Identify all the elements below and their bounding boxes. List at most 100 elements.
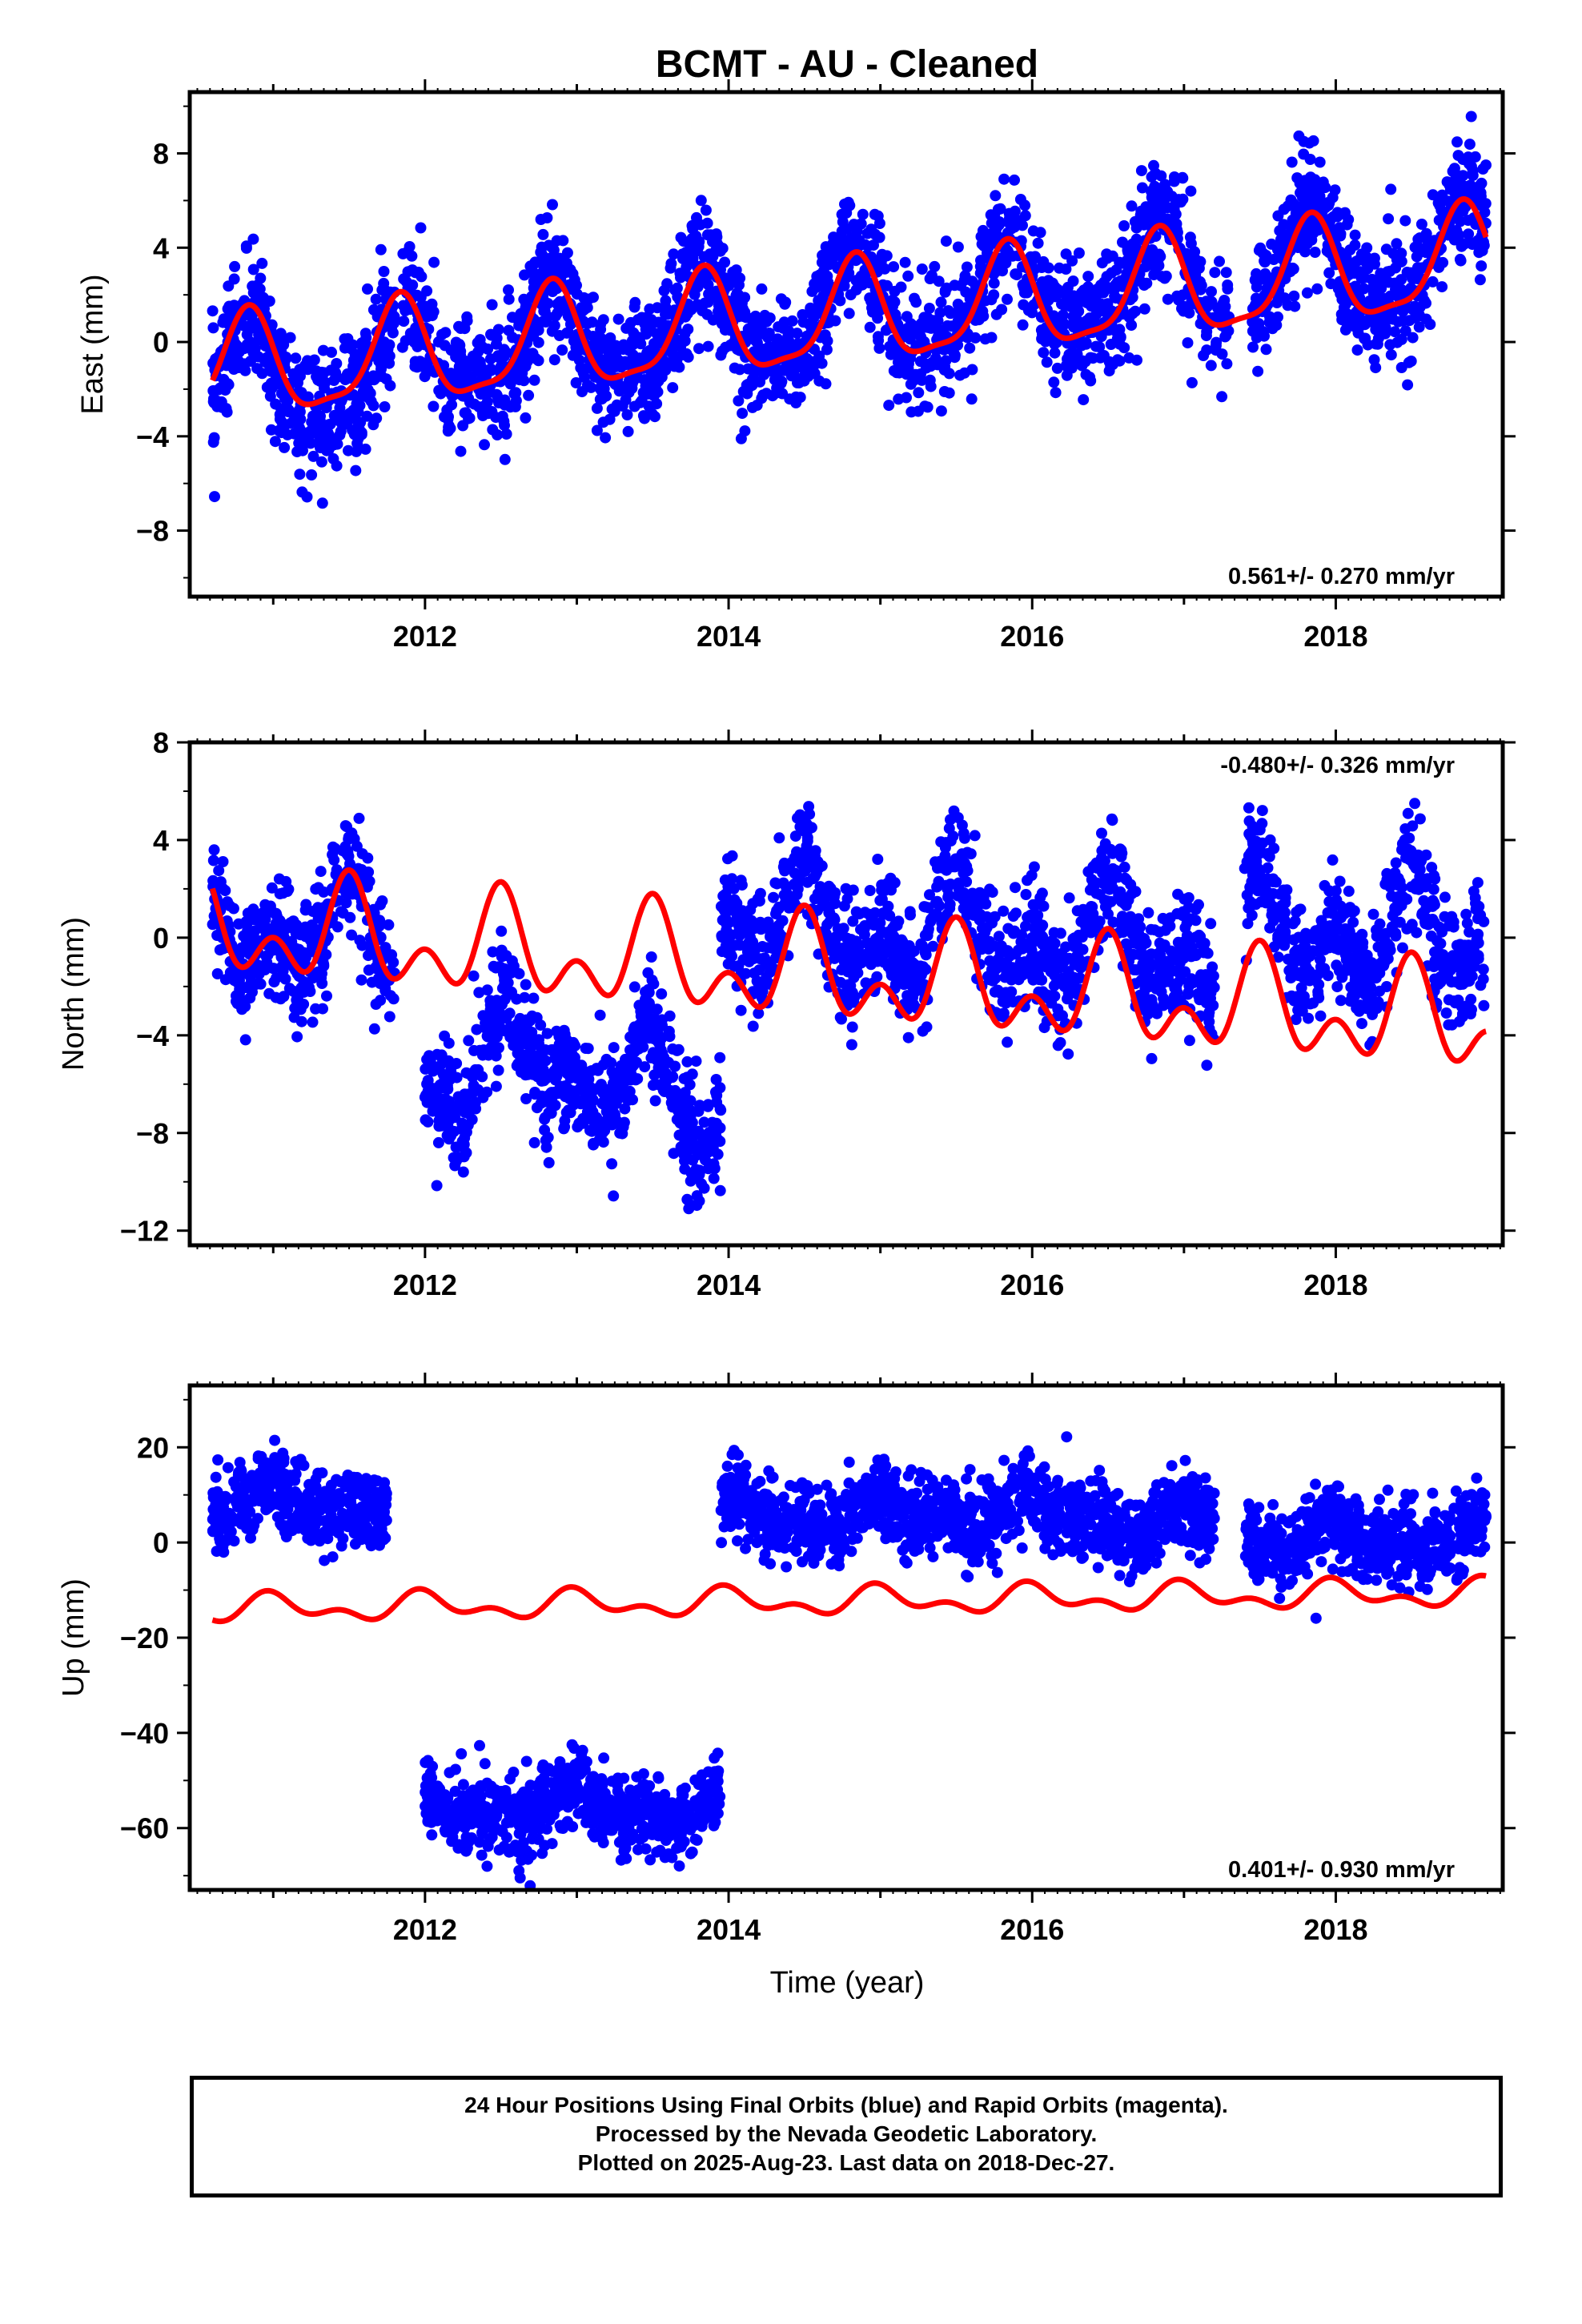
data-point	[993, 219, 1005, 231]
data-point	[634, 396, 646, 408]
data-point	[581, 1096, 593, 1108]
data-point	[901, 311, 913, 323]
data-point	[952, 241, 964, 253]
data-point	[845, 289, 857, 301]
data-point	[1130, 305, 1141, 317]
data-point	[354, 400, 366, 412]
data-point	[241, 309, 253, 321]
data-point	[383, 320, 396, 332]
data-point	[1351, 344, 1363, 356]
data-point	[331, 460, 343, 472]
data-point	[229, 260, 241, 272]
data-point	[1162, 293, 1174, 305]
data-point	[315, 866, 327, 878]
data-point	[905, 406, 917, 418]
data-point	[1391, 238, 1403, 250]
data-point	[362, 283, 373, 295]
data-point	[387, 993, 400, 1005]
data-point	[1062, 1048, 1074, 1060]
data-point	[474, 356, 486, 368]
data-point	[949, 349, 961, 361]
data-point	[284, 332, 296, 344]
data-point	[571, 1058, 583, 1070]
data-point	[835, 976, 846, 988]
data-point	[1427, 275, 1439, 287]
data-point	[581, 318, 593, 330]
data-point	[715, 1104, 727, 1116]
data-point	[1002, 227, 1014, 239]
data-point	[1474, 179, 1486, 191]
data-point	[1171, 227, 1183, 239]
data-point	[345, 343, 357, 355]
data-point	[428, 400, 440, 412]
data-point	[1118, 220, 1130, 231]
data-point	[1464, 139, 1476, 151]
data-point	[1397, 315, 1408, 327]
data-point	[656, 371, 668, 383]
data-point	[746, 380, 758, 392]
data-point	[620, 394, 632, 406]
data-point	[929, 260, 941, 272]
data-point	[646, 408, 658, 420]
data-point	[930, 908, 942, 920]
data-point	[259, 303, 270, 315]
data-point	[383, 1011, 396, 1023]
data-point	[245, 356, 256, 367]
data-point	[454, 1092, 466, 1104]
data-point	[378, 277, 390, 289]
data-point	[207, 919, 219, 931]
data-point	[462, 1120, 474, 1131]
data-point	[435, 388, 447, 400]
data-point	[954, 369, 966, 381]
data-point	[782, 331, 794, 342]
data-point	[1453, 229, 1465, 241]
data-point	[580, 1043, 592, 1054]
data-point	[1384, 265, 1395, 277]
data-point	[1278, 203, 1290, 215]
data-point	[1389, 288, 1401, 300]
data-point	[1387, 247, 1399, 259]
data-point	[924, 889, 935, 901]
data-point	[617, 1121, 629, 1133]
data-point	[899, 256, 911, 268]
data-point	[383, 357, 396, 369]
data-point	[910, 296, 922, 308]
data-point	[536, 248, 548, 260]
data-point	[601, 358, 613, 370]
data-point	[681, 1055, 693, 1068]
data-point	[1415, 219, 1427, 230]
data-point	[359, 443, 371, 455]
data-point	[872, 854, 884, 865]
data-point	[939, 360, 951, 372]
data-point	[307, 450, 319, 462]
data-point	[271, 972, 283, 984]
data-point	[322, 443, 334, 455]
data-point	[1406, 272, 1418, 284]
data-point	[1078, 394, 1090, 406]
data-point	[604, 413, 616, 425]
data-point	[562, 1083, 574, 1095]
data-point	[639, 1061, 651, 1073]
data-point	[1067, 290, 1079, 302]
data-point	[400, 305, 412, 316]
data-point	[209, 491, 220, 503]
data-point	[660, 308, 671, 320]
data-point	[675, 349, 687, 361]
data-point	[1122, 247, 1134, 259]
data-point	[591, 424, 603, 436]
data-point	[1002, 293, 1013, 305]
data-point	[577, 1112, 589, 1124]
data-point	[708, 1158, 720, 1170]
data-point	[664, 1031, 676, 1043]
data-point	[370, 963, 381, 975]
data-point	[463, 1035, 475, 1047]
data-point	[1182, 337, 1194, 349]
data-point	[1344, 244, 1356, 256]
data-point	[247, 979, 259, 991]
data-point	[1403, 356, 1415, 368]
data-point	[615, 361, 627, 373]
data-point	[1062, 281, 1074, 293]
data-point	[665, 258, 677, 270]
data-point	[737, 408, 749, 420]
data-point	[1009, 174, 1020, 186]
